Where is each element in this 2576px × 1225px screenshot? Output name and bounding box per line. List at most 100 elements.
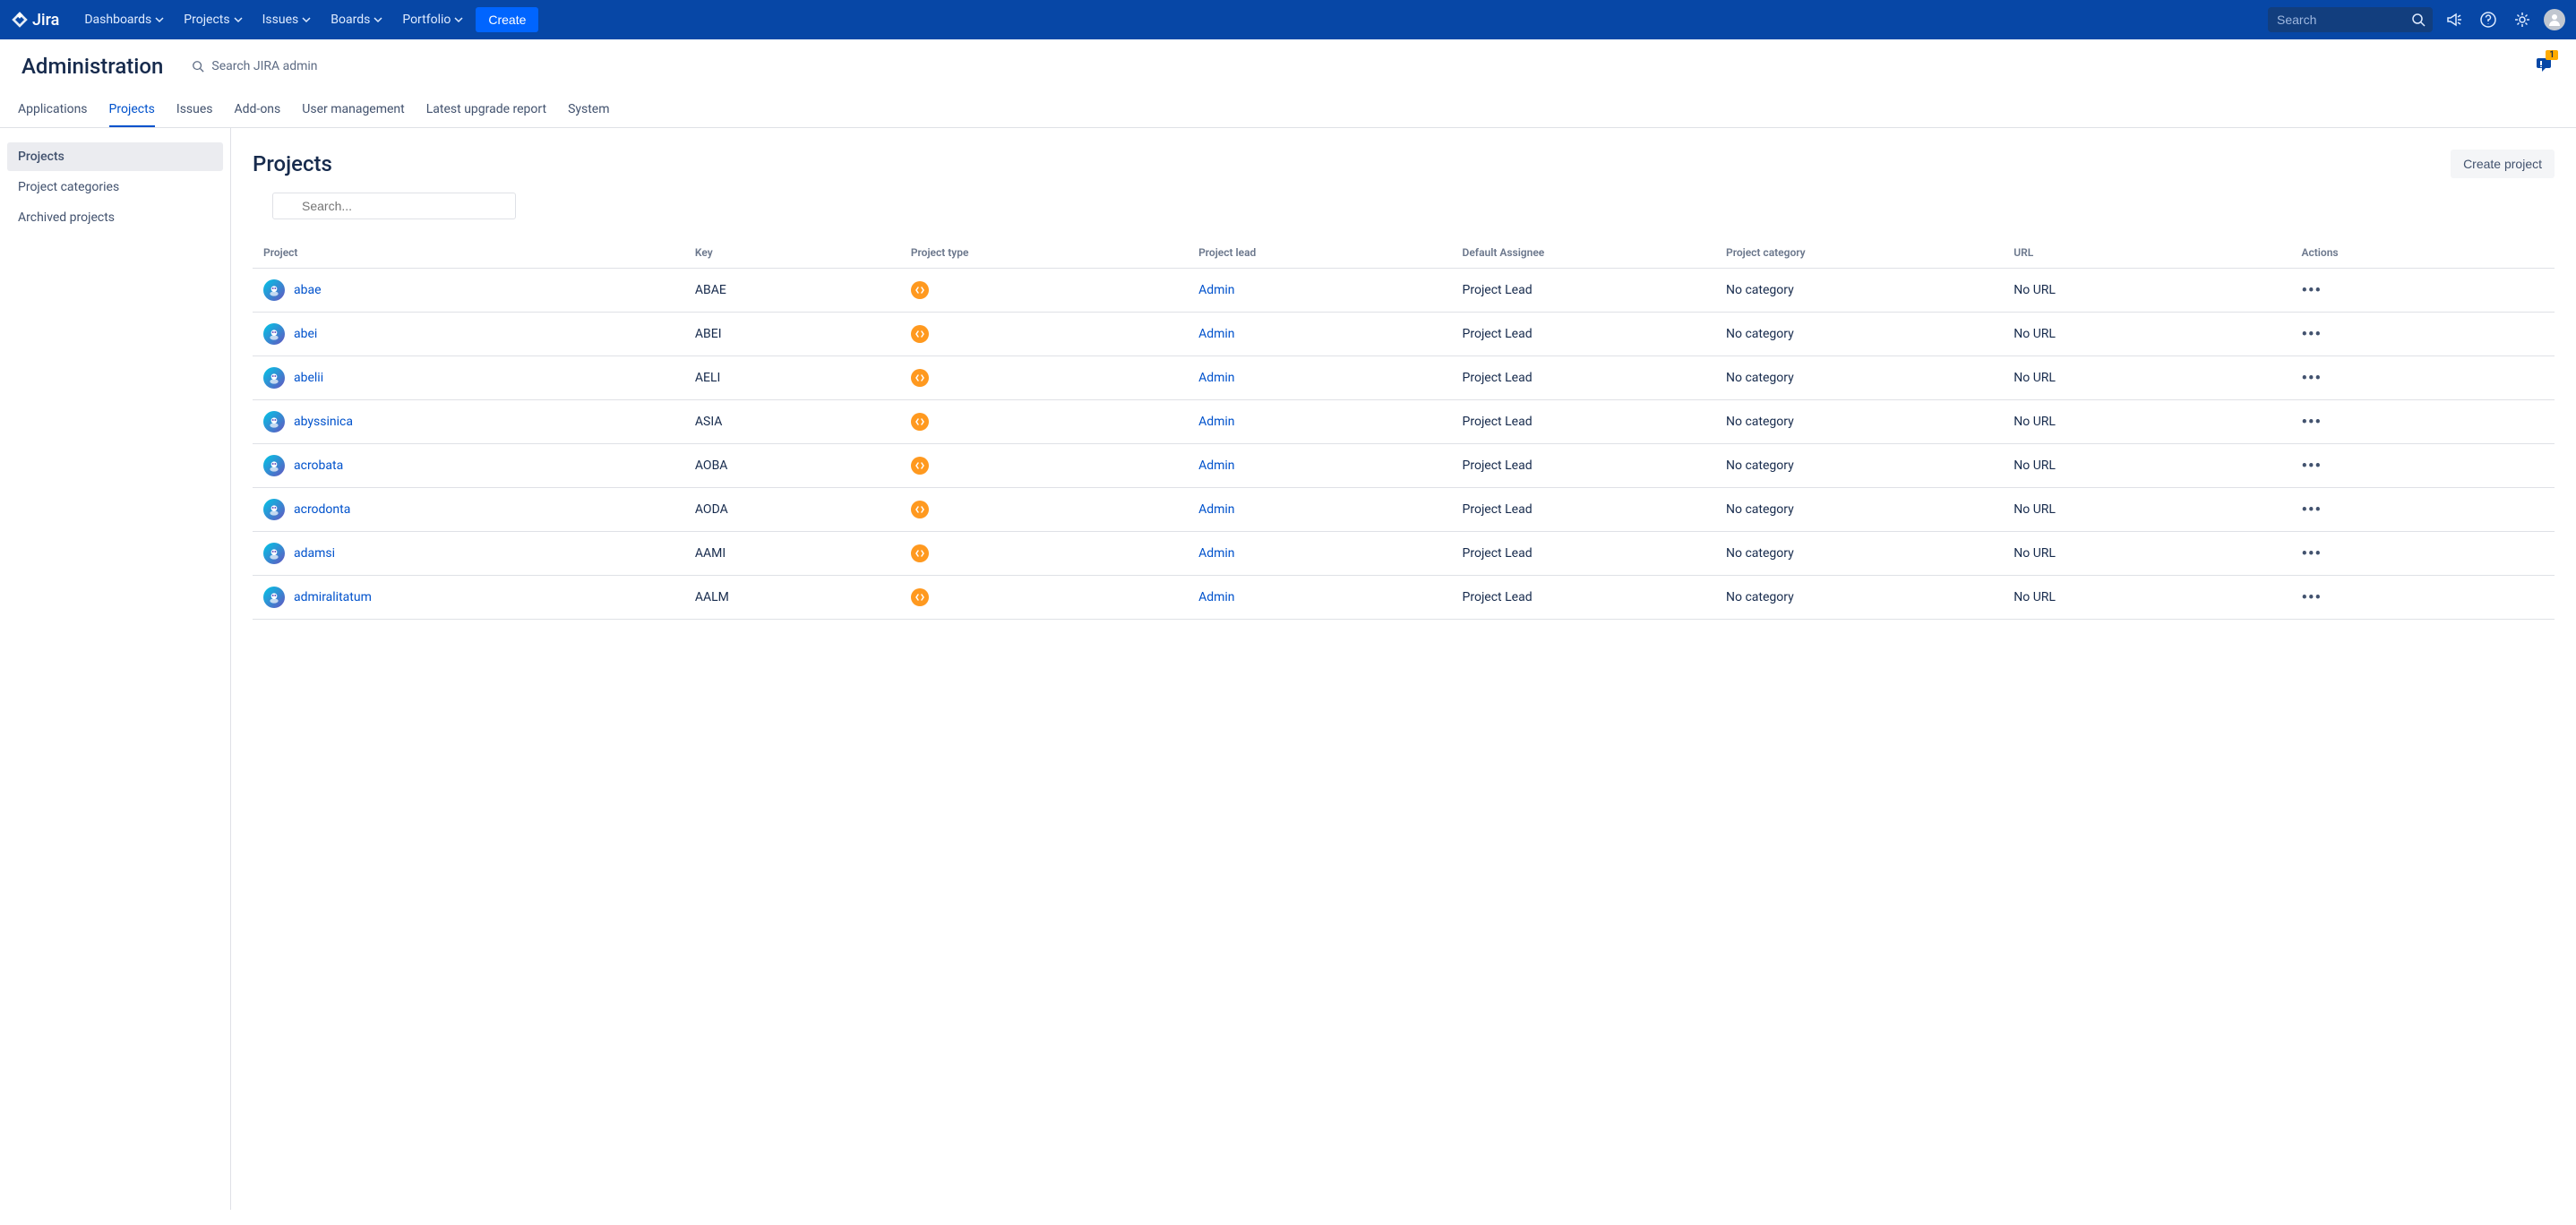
key-cell: AALM [684,576,900,620]
nav-dashboards[interactable]: Dashboards [77,7,171,32]
project-link[interactable]: acrodonta [294,502,350,517]
tab-projects[interactable]: Projects [109,93,155,127]
project-cell: abyssinica [263,411,674,433]
search-icon [2411,13,2426,27]
nav-projects[interactable]: Projects [176,7,249,32]
table-row: acrobata AOBA AdminProject LeadNo catego… [253,444,2555,488]
actions-menu-button[interactable]: ••• [2302,281,2322,300]
col-type[interactable]: Project type [900,237,1188,269]
global-search-input[interactable] [2268,7,2433,32]
category-cell: No category [1715,269,2003,313]
lead-link[interactable]: Admin [1198,458,1234,473]
lead-link[interactable]: Admin [1198,502,1234,517]
category-cell: No category [1715,356,2003,400]
url-cell: No URL [2003,444,2290,488]
project-cell: acrodonta [263,499,674,520]
actions-menu-button[interactable]: ••• [2302,544,2322,563]
nav-boards[interactable]: Boards [323,7,390,32]
admin-header: Administration Search JIRA admin 1 [0,39,2576,93]
admin-title: Administration [21,54,163,79]
create-button[interactable]: Create [476,7,538,32]
create-project-button[interactable]: Create project [2451,150,2555,178]
actions-menu-button[interactable]: ••• [2302,457,2322,475]
url-cell: No URL [2003,576,2290,620]
project-link[interactable]: abyssinica [294,415,353,429]
nav-item-label: Portfolio [402,13,451,27]
project-link[interactable]: acrobata [294,458,343,473]
actions-menu-button[interactable]: ••• [2302,325,2322,344]
project-search-input[interactable] [272,193,516,219]
col-assignee[interactable]: Default Assignee [1452,237,1715,269]
feedback-button[interactable]: 1 [2533,54,2555,79]
project-type-icon [911,413,929,431]
table-row: abelii AELI AdminProject LeadNo category… [253,356,2555,400]
project-link[interactable]: admiralitatum [294,590,372,604]
help-button[interactable] [2476,7,2501,32]
sidebar-item-categories[interactable]: Project categories [7,173,223,201]
lead-link[interactable]: Admin [1198,590,1234,604]
table-row: acrodonta AODA AdminProject LeadNo categ… [253,488,2555,532]
chevron-down-icon [374,15,382,24]
col-category[interactable]: Project category [1715,237,2003,269]
assignee-cell: Project Lead [1452,532,1715,576]
assignee-cell: Project Lead [1452,356,1715,400]
tab-addons[interactable]: Add-ons [235,93,281,127]
url-cell: No URL [2003,269,2290,313]
actions-menu-button[interactable]: ••• [2302,588,2322,607]
key-cell: ASIA [684,400,900,444]
actions-menu-button[interactable]: ••• [2302,501,2322,519]
lead-link[interactable]: Admin [1198,283,1234,297]
tab-issues[interactable]: Issues [176,93,213,127]
project-avatar-icon [263,587,285,608]
content: Projects Create project Project Key Proj… [231,128,2576,1210]
tab-applications[interactable]: Applications [18,93,88,127]
jira-logo[interactable]: Jira [11,11,59,30]
project-avatar-icon [263,411,285,433]
assignee-cell: Project Lead [1452,400,1715,444]
key-cell: AODA [684,488,900,532]
project-type-icon [911,369,929,387]
key-cell: ABAE [684,269,900,313]
project-link[interactable]: abelii [294,371,323,385]
col-actions[interactable]: Actions [2291,237,2555,269]
lead-link[interactable]: Admin [1198,415,1234,429]
global-search-wrap [2268,7,2433,32]
project-cell: admiralitatum [263,587,674,608]
lead-link[interactable]: Admin [1198,327,1234,341]
actions-menu-button[interactable]: ••• [2302,413,2322,432]
col-url[interactable]: URL [2003,237,2290,269]
tab-upgrade-report[interactable]: Latest upgrade report [426,93,546,127]
page-title: Projects [253,151,332,176]
filter-search-wrap [272,193,516,219]
col-lead[interactable]: Project lead [1188,237,1451,269]
table-row: abae ABAE AdminProject LeadNo categoryNo… [253,269,2555,313]
admin-search[interactable]: Search JIRA admin [192,59,317,73]
megaphone-button[interactable] [2442,7,2467,32]
col-key[interactable]: Key [684,237,900,269]
tab-system[interactable]: System [568,93,609,127]
user-avatar[interactable] [2544,9,2565,30]
assignee-cell: Project Lead [1452,444,1715,488]
project-link[interactable]: abae [294,283,322,297]
project-link[interactable]: abei [294,327,317,341]
col-project[interactable]: Project [253,237,684,269]
sidebar-item-archived[interactable]: Archived projects [7,203,223,232]
category-cell: No category [1715,313,2003,356]
tab-user-management[interactable]: User management [302,93,404,127]
project-type-icon [911,588,929,606]
nav-item-label: Projects [184,13,229,27]
sidebar-item-projects[interactable]: Projects [7,142,223,171]
lead-link[interactable]: Admin [1198,371,1234,385]
nav-portfolio[interactable]: Portfolio [395,7,470,32]
project-type-icon [911,457,929,475]
admin-search-label: Search JIRA admin [211,59,317,73]
project-link[interactable]: adamsi [294,546,335,561]
nav-item-label: Dashboards [84,13,151,27]
nav-issues[interactable]: Issues [255,7,319,32]
lead-link[interactable]: Admin [1198,546,1234,561]
key-cell: ABEI [684,313,900,356]
jira-logo-icon [11,11,29,29]
settings-button[interactable] [2510,7,2535,32]
actions-menu-button[interactable]: ••• [2302,369,2322,388]
sidebar: Projects Project categories Archived pro… [0,128,231,1210]
